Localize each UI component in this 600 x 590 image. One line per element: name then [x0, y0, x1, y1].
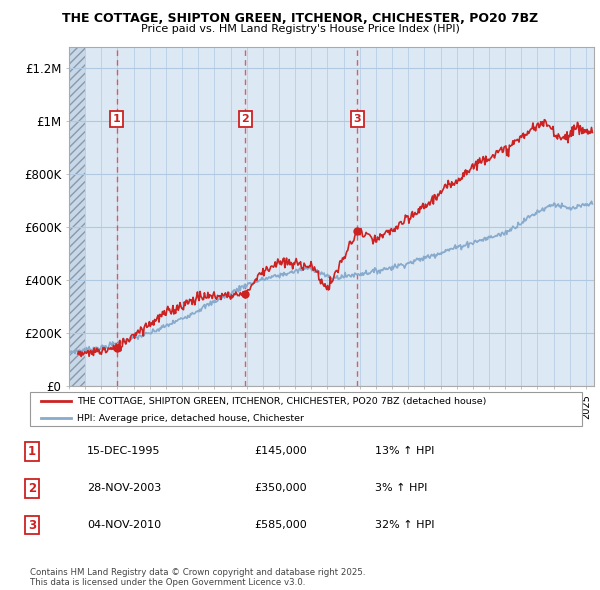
Text: 04-NOV-2010: 04-NOV-2010 — [87, 520, 161, 530]
Text: 3: 3 — [28, 519, 36, 532]
Text: HPI: Average price, detached house, Chichester: HPI: Average price, detached house, Chic… — [77, 414, 304, 423]
Text: £585,000: £585,000 — [254, 520, 307, 530]
Text: 15-DEC-1995: 15-DEC-1995 — [87, 447, 160, 457]
Text: 32% ↑ HPI: 32% ↑ HPI — [375, 520, 434, 530]
Text: 3% ↑ HPI: 3% ↑ HPI — [375, 483, 427, 493]
Text: £350,000: £350,000 — [254, 483, 307, 493]
Text: Price paid vs. HM Land Registry's House Price Index (HPI): Price paid vs. HM Land Registry's House … — [140, 24, 460, 34]
Text: 13% ↑ HPI: 13% ↑ HPI — [375, 447, 434, 457]
Text: Contains HM Land Registry data © Crown copyright and database right 2025.
This d: Contains HM Land Registry data © Crown c… — [30, 568, 365, 587]
Text: 3: 3 — [353, 114, 361, 124]
Text: 1: 1 — [28, 445, 36, 458]
Text: THE COTTAGE, SHIPTON GREEN, ITCHENOR, CHICHESTER, PO20 7BZ: THE COTTAGE, SHIPTON GREEN, ITCHENOR, CH… — [62, 12, 538, 25]
Text: 1: 1 — [113, 114, 121, 124]
FancyBboxPatch shape — [30, 392, 582, 426]
Text: THE COTTAGE, SHIPTON GREEN, ITCHENOR, CHICHESTER, PO20 7BZ (detached house): THE COTTAGE, SHIPTON GREEN, ITCHENOR, CH… — [77, 397, 486, 406]
Text: 2: 2 — [28, 481, 36, 495]
Text: £145,000: £145,000 — [254, 447, 307, 457]
Text: 2: 2 — [241, 114, 249, 124]
Bar — [69, 47, 85, 386]
Text: 28-NOV-2003: 28-NOV-2003 — [87, 483, 161, 493]
